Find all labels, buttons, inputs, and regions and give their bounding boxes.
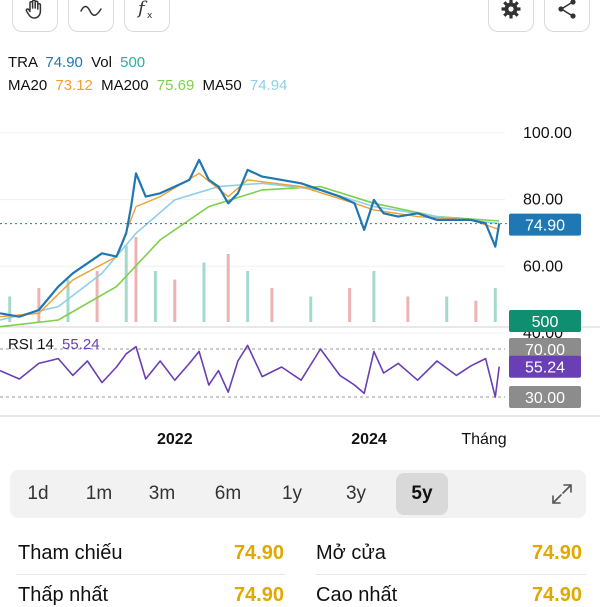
hand-tool-button[interactable] bbox=[12, 0, 58, 32]
share-button[interactable] bbox=[544, 0, 590, 32]
price-tag: 74.90 bbox=[525, 218, 565, 235]
stat-value-low: 74.90 bbox=[233, 584, 284, 606]
stat-divider bbox=[316, 574, 586, 575]
wave-icon bbox=[80, 5, 102, 16]
time-axis-label: 2022 bbox=[157, 431, 193, 448]
volume-bar bbox=[37, 288, 41, 322]
volume-bar bbox=[134, 237, 138, 322]
volume-bar bbox=[95, 271, 99, 322]
line-tool-button[interactable] bbox=[68, 0, 114, 32]
legend-rsi: RSI 14 55.24 bbox=[8, 336, 100, 353]
rsi-value-tag: 55.24 bbox=[525, 360, 565, 377]
ma50-line bbox=[0, 182, 500, 321]
rsi-lower-tag-bg bbox=[509, 386, 581, 408]
rsi-panel bbox=[0, 344, 500, 398]
time-axis-label: Tháng bbox=[461, 431, 506, 448]
volume-tag: 500 bbox=[532, 314, 559, 331]
volume-bar bbox=[493, 288, 497, 322]
volume-bar bbox=[309, 296, 313, 322]
volume-bar bbox=[372, 271, 376, 322]
volume-bar bbox=[202, 262, 206, 322]
rsi-upper-tag-bg bbox=[509, 338, 581, 360]
legend-ma50: 74.94 bbox=[250, 77, 288, 94]
legend-line-1: TRA 74.90 Vol 500 bbox=[8, 54, 145, 71]
period-6m[interactable]: 6m bbox=[214, 483, 242, 504]
volume-bar bbox=[445, 296, 449, 322]
price-axis-label: 60.00 bbox=[523, 258, 563, 275]
volume-bar bbox=[66, 279, 70, 322]
price-tag-bg bbox=[509, 213, 581, 236]
price-axis-label: 100.00 bbox=[523, 125, 572, 142]
legend-vol-label: Vol bbox=[91, 54, 112, 71]
price-axis-label: 80.00 bbox=[523, 192, 563, 209]
rsi-upper-tag: 70.00 bbox=[525, 342, 565, 359]
volume-bar bbox=[474, 300, 478, 322]
ma20-line bbox=[0, 172, 500, 318]
legend-ma50-label: MA50 bbox=[203, 77, 242, 94]
legend-rsi-label: RSI 14 bbox=[8, 336, 54, 353]
period-3m[interactable]: 3m bbox=[148, 483, 176, 504]
legend-ma20: 73.12 bbox=[55, 77, 93, 94]
stat-label-high: Cao nhất bbox=[316, 584, 398, 606]
volume-bar bbox=[270, 288, 274, 322]
rsi-lower-tag: 30.00 bbox=[525, 390, 565, 407]
price-line bbox=[0, 158, 501, 318]
rsi-value-tag-bg bbox=[509, 355, 581, 378]
volume-bars bbox=[8, 237, 497, 322]
stat-value-reference: 74.90 bbox=[233, 542, 284, 564]
legend-line-2: MA20 73.12 MA200 75.69 MA50 74.94 bbox=[8, 77, 287, 94]
share-icon bbox=[558, 0, 576, 19]
legend-price: 74.90 bbox=[45, 54, 83, 71]
stat-value-high: 74.90 bbox=[531, 584, 582, 606]
legend-ma200-label: MA200 bbox=[101, 77, 149, 94]
period-3y[interactable]: 3y bbox=[345, 483, 367, 504]
expand-icon[interactable] bbox=[550, 482, 574, 506]
legend-vol: 500 bbox=[120, 54, 145, 71]
period-1d[interactable]: 1d bbox=[27, 483, 49, 504]
volume-bar bbox=[246, 271, 250, 322]
volume-bar bbox=[124, 245, 128, 322]
stat-divider bbox=[16, 574, 286, 575]
hand-icon bbox=[25, 0, 42, 19]
period-selector: 1d 1m 3m 6m 1y 3y 5y bbox=[10, 470, 586, 518]
rsi-line bbox=[0, 344, 500, 398]
stat-value-open: 74.90 bbox=[531, 542, 582, 564]
price-series bbox=[0, 158, 510, 318]
volume-tag-bg bbox=[509, 310, 581, 332]
ma200-line bbox=[0, 185, 500, 328]
volume-bar bbox=[8, 296, 12, 322]
gear-icon bbox=[501, 0, 521, 19]
stat-label-reference: Tham chiếu bbox=[18, 542, 123, 564]
volume-bar bbox=[173, 279, 177, 322]
volume-bar bbox=[226, 254, 230, 322]
period-5y[interactable]: 5y bbox=[396, 473, 448, 515]
volume-bar bbox=[348, 288, 352, 322]
legend-ma20-label: MA20 bbox=[8, 77, 47, 94]
stat-label-open: Mở cửa bbox=[316, 542, 386, 564]
legend-ma200: 75.69 bbox=[157, 77, 195, 94]
moving-averages bbox=[0, 172, 500, 328]
stat-label-low: Thấp nhất bbox=[18, 584, 109, 606]
volume-bar bbox=[153, 271, 157, 322]
legend-rsi-value: 55.24 bbox=[62, 336, 100, 353]
settings-button[interactable] bbox=[488, 0, 534, 32]
period-1y[interactable]: 1y bbox=[281, 483, 303, 504]
time-axis-label: 2024 bbox=[351, 431, 387, 448]
legend-symbol: TRA bbox=[8, 54, 38, 71]
period-1m[interactable]: 1m bbox=[85, 483, 113, 504]
volume-bar bbox=[406, 296, 410, 322]
svg-text:x: x bbox=[147, 11, 153, 21]
